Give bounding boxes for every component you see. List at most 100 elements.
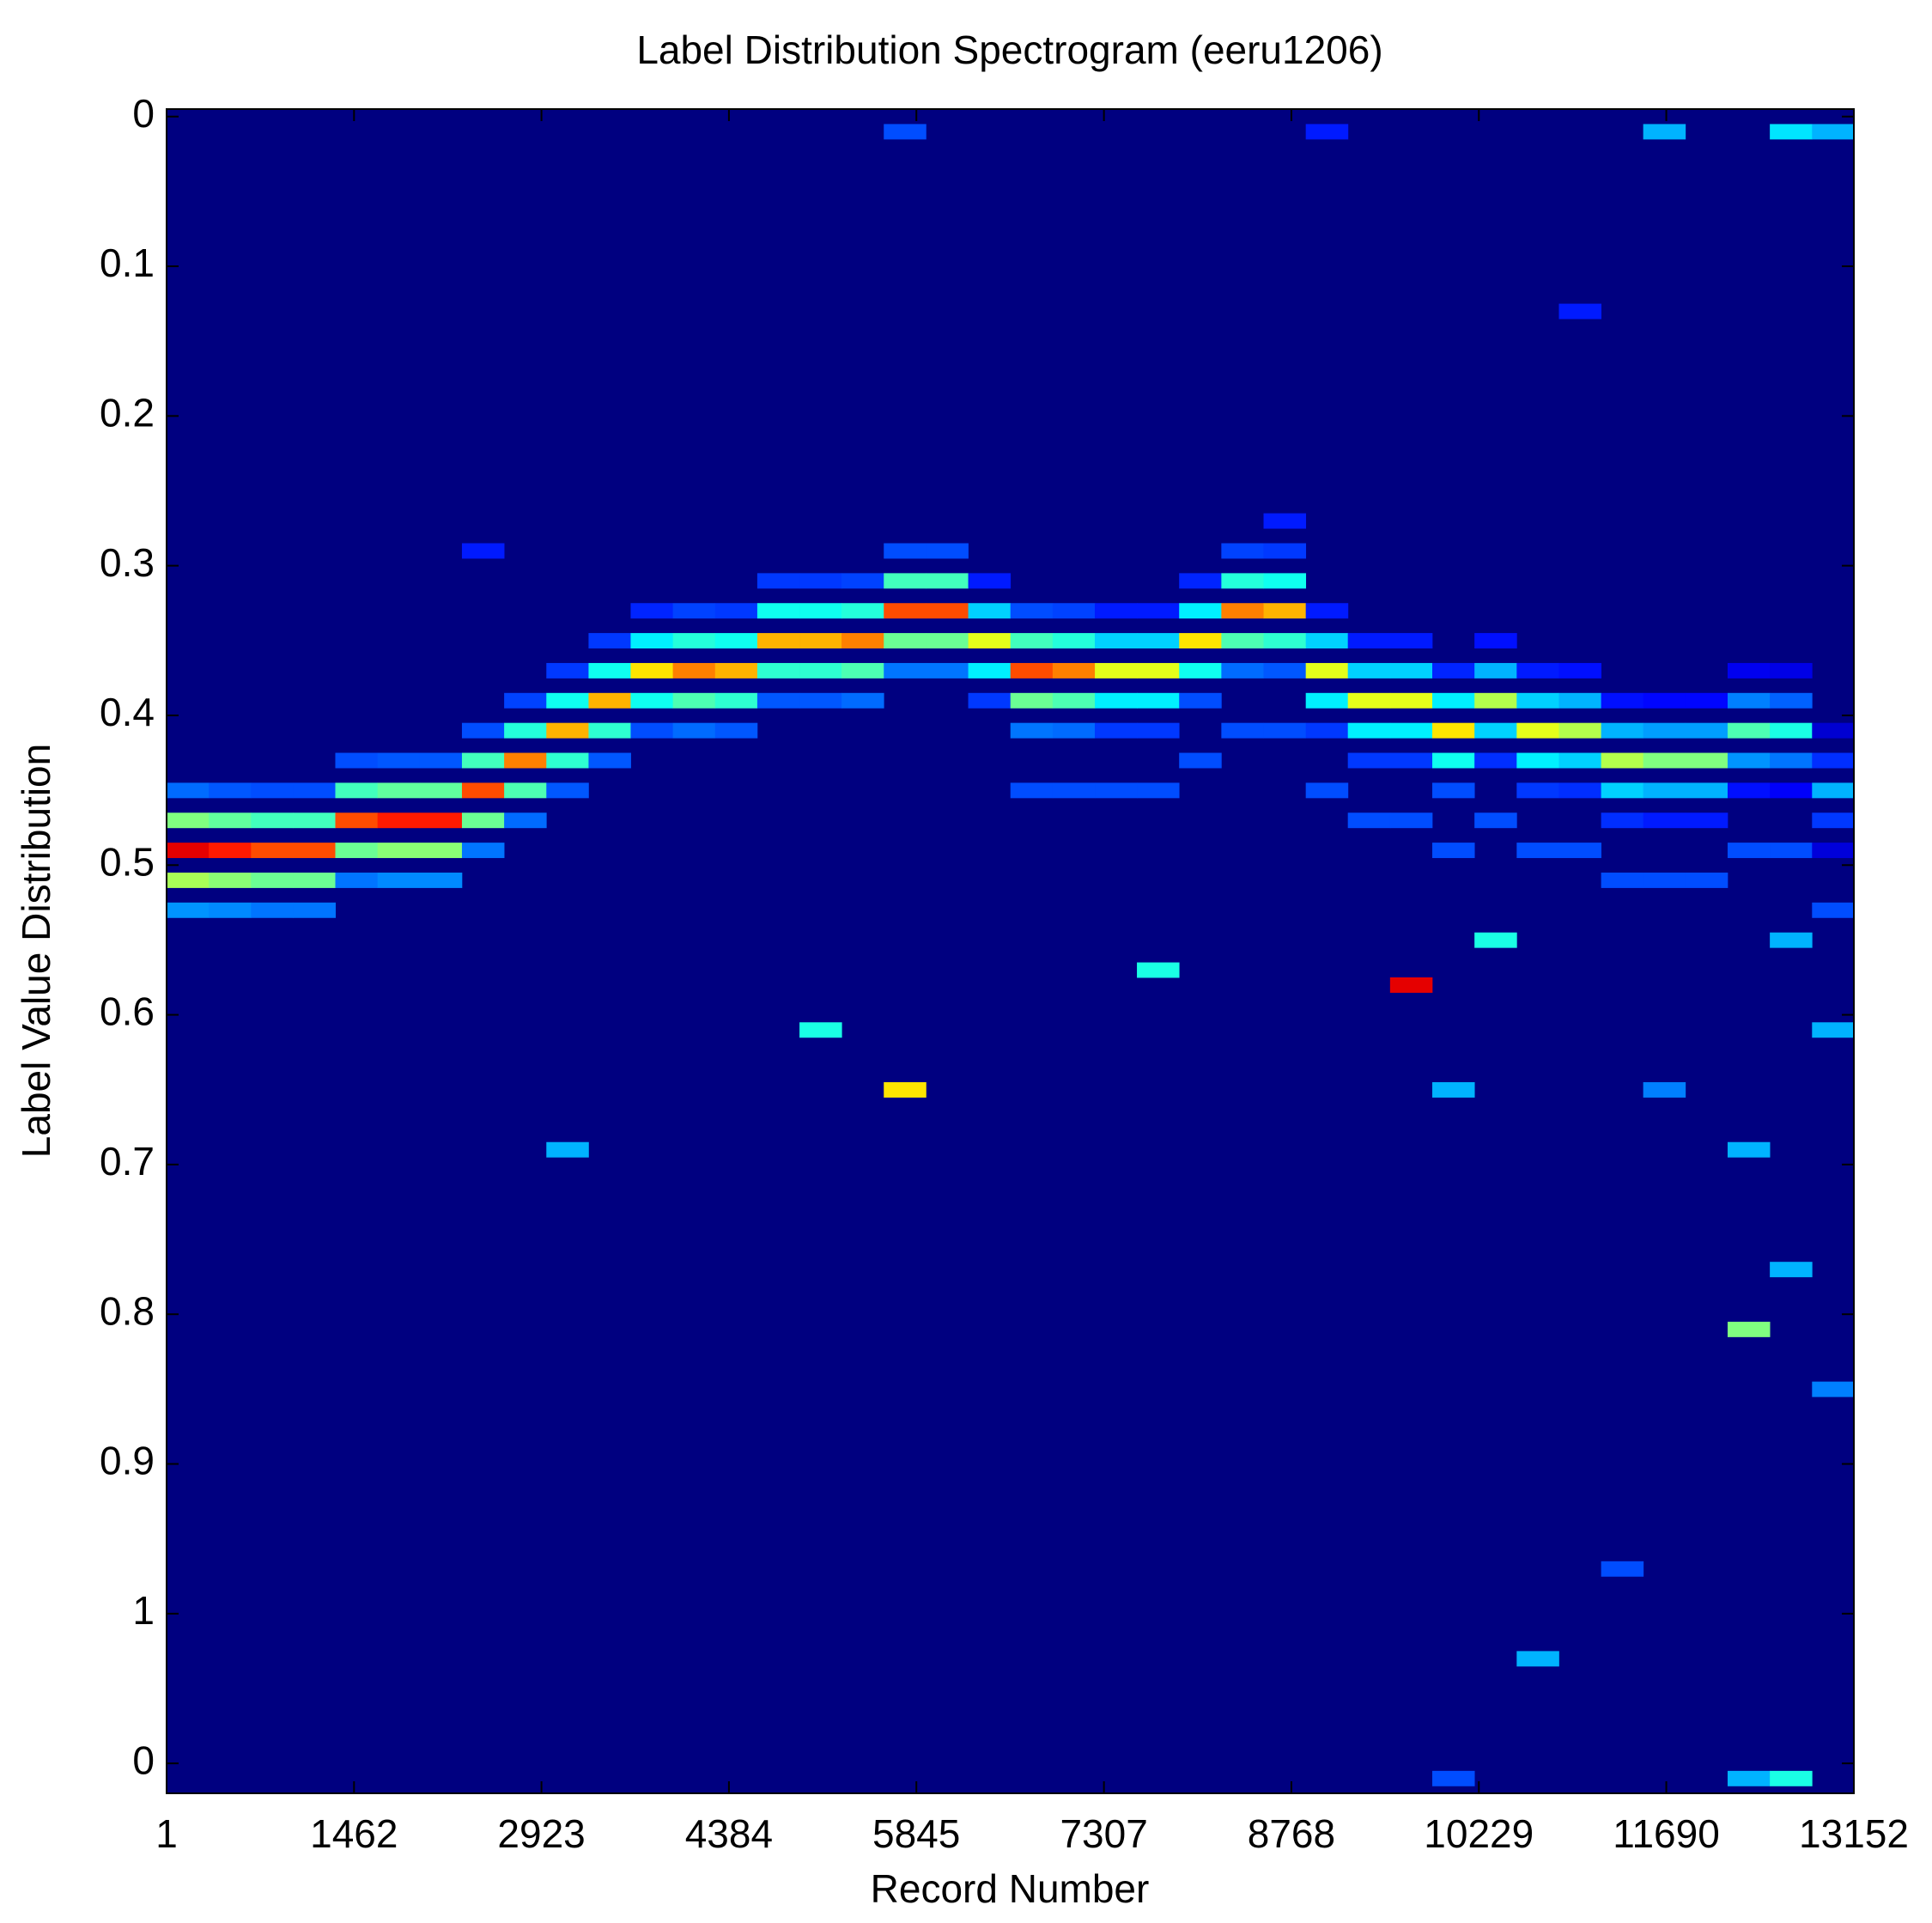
heatmap-cell: [1221, 543, 1264, 559]
heatmap-cell: [251, 843, 294, 859]
heatmap-cell: [756, 692, 800, 709]
heatmap-cell: [1601, 782, 1644, 799]
heatmap-cell: [1010, 603, 1054, 619]
heatmap-cell: [1601, 812, 1644, 829]
heatmap-cell: [1812, 722, 1855, 739]
heatmap-cell: [588, 633, 631, 649]
heatmap-cell: [799, 603, 842, 619]
heatmap-cell: [1601, 872, 1644, 888]
heatmap-cell: [293, 902, 336, 918]
heatmap-cells: [167, 124, 1855, 1786]
heatmap-cell: [1812, 782, 1855, 799]
heatmap-cell: [841, 573, 884, 589]
heatmap-cell: [1305, 692, 1349, 709]
heatmap-cell: [1221, 603, 1264, 619]
x-tick-label: 13152: [1799, 1811, 1909, 1856]
heatmap-cell: [1095, 603, 1138, 619]
heatmap-cell: [1432, 752, 1475, 769]
heatmap-cell: [1305, 633, 1349, 649]
heatmap-cell: [968, 573, 1012, 589]
heatmap-cell: [1474, 932, 1517, 948]
heatmap-cell: [461, 843, 505, 859]
heatmap-cell: [167, 812, 210, 829]
heatmap-cell: [1770, 662, 1813, 679]
heatmap-cell: [884, 573, 927, 589]
heatmap-cell: [1643, 1082, 1686, 1098]
heatmap-cell: [419, 872, 463, 888]
heatmap-cell: [1010, 662, 1054, 679]
heatmap-cell: [1263, 603, 1307, 619]
heatmap-cell: [799, 692, 842, 709]
heatmap-cell: [1137, 722, 1180, 739]
heatmap-cell: [1770, 1262, 1813, 1278]
heatmap-cell: [1263, 573, 1307, 589]
heatmap-cell: [1643, 752, 1686, 769]
heatmap-cell: [926, 633, 969, 649]
y-tick-label: 0.9: [100, 1439, 155, 1483]
chart-title: Label Distribution Spectrogram (eeru1206…: [636, 27, 1382, 72]
heatmap-cell: [588, 662, 631, 679]
heatmap-cell: [1052, 782, 1096, 799]
heatmap-cell: [630, 722, 673, 739]
heatmap-cell: [1221, 662, 1264, 679]
heatmap-cell: [630, 603, 673, 619]
heatmap-cell: [1727, 843, 1771, 859]
heatmap-cell: [377, 872, 421, 888]
heatmap-cell: [546, 692, 589, 709]
heatmap-cell: [884, 633, 927, 649]
heatmap-cell: [1601, 1561, 1644, 1577]
heatmap-cell: [1347, 692, 1391, 709]
heatmap-cell: [588, 752, 631, 769]
heatmap-cell: [1474, 812, 1517, 829]
heatmap-cell: [1095, 782, 1138, 799]
heatmap-cell: [714, 662, 758, 679]
heatmap-cell: [841, 662, 884, 679]
heatmap-cell: [1095, 633, 1138, 649]
heatmap-cell: [1347, 752, 1391, 769]
heatmap-cell: [1812, 752, 1855, 769]
heatmap-cell: [546, 722, 589, 739]
heatmap-cell: [1474, 662, 1517, 679]
heatmap-cell: [1727, 722, 1771, 739]
heatmap-cell: [1558, 722, 1601, 739]
heatmap-cell: [1727, 1770, 1771, 1786]
heatmap-cell: [251, 872, 294, 888]
heatmap-cell: [1558, 782, 1601, 799]
heatmap-cell: [1812, 843, 1855, 859]
heatmap-cell: [419, 812, 463, 829]
heatmap-cell: [1685, 722, 1728, 739]
heatmap-cell: [335, 782, 378, 799]
heatmap-cell: [672, 722, 716, 739]
heatmap-cell: [419, 782, 463, 799]
heatmap-cell: [167, 843, 210, 859]
heatmap-cell: [1770, 124, 1813, 140]
heatmap-cell: [1643, 782, 1686, 799]
heatmap-cell: [926, 603, 969, 619]
heatmap-cell: [293, 843, 336, 859]
heatmap-cell: [1305, 662, 1349, 679]
heatmap-cell: [167, 902, 210, 918]
heatmap-cell: [1770, 1770, 1813, 1786]
y-tick-label: 0.1: [100, 240, 155, 285]
heatmap-cell: [1010, 722, 1054, 739]
x-tick-label: 10229: [1424, 1811, 1534, 1856]
heatmap-cell: [841, 603, 884, 619]
heatmap-cell: [251, 812, 294, 829]
y-tick-label: 1: [132, 1588, 155, 1633]
heatmap-cell: [293, 872, 336, 888]
heatmap-cell: [1770, 932, 1813, 948]
heatmap-cell: [1516, 662, 1559, 679]
heatmap-cell: [167, 872, 210, 888]
heatmap-cell: [1347, 812, 1391, 829]
heatmap-cell: [1137, 782, 1180, 799]
heatmap-cell: [588, 722, 631, 739]
heatmap-cell: [1432, 1770, 1475, 1786]
heatmap-cell: [377, 782, 421, 799]
heatmap-cell: [1770, 843, 1813, 859]
heatmap-cell: [1095, 692, 1138, 709]
heatmap-cell: [1221, 633, 1264, 649]
heatmap-cell: [1221, 722, 1264, 739]
heatmap-cell: [1474, 722, 1517, 739]
heatmap-cell: [1305, 603, 1349, 619]
